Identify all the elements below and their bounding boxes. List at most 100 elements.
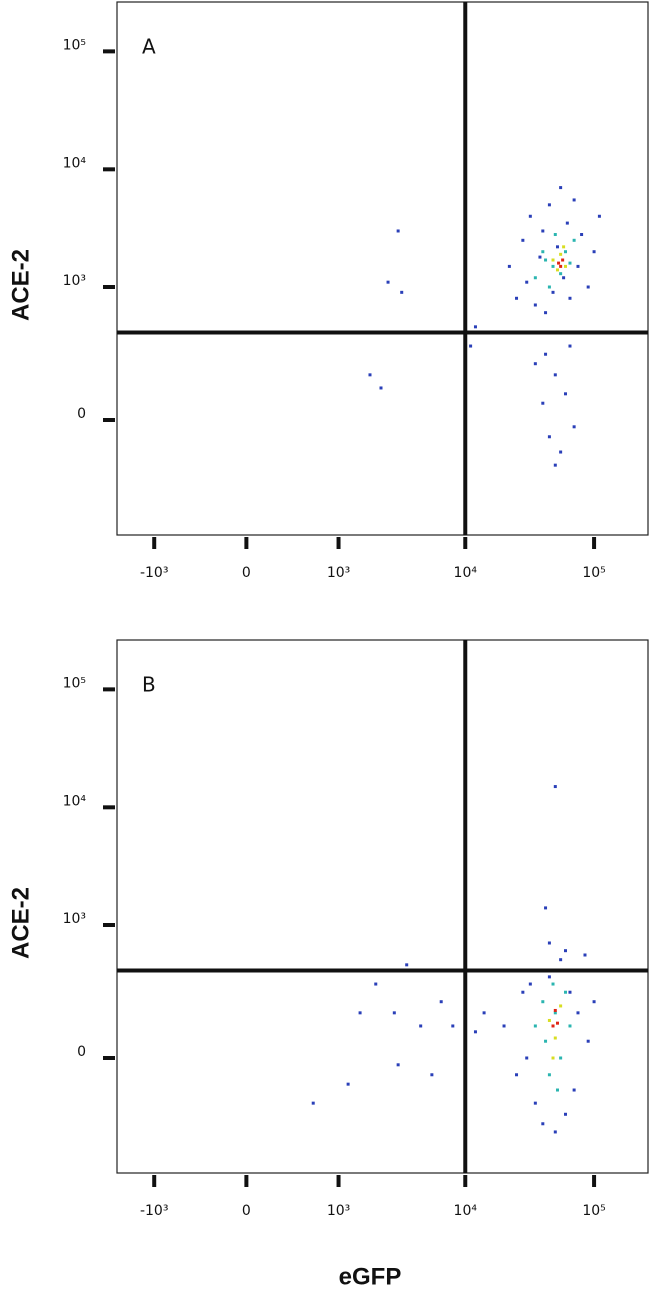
event-point [553, 1011, 557, 1015]
y-tick-label: 10³ [63, 911, 86, 927]
panel-label: A [142, 35, 156, 59]
event-point [502, 1024, 506, 1028]
event-point [559, 1056, 563, 1060]
event-point [553, 463, 557, 467]
event-point [559, 264, 563, 268]
event-point [559, 252, 563, 256]
plot-frame [116, 1, 649, 536]
event-point [469, 344, 473, 348]
event-point [555, 1021, 559, 1025]
event-point [561, 258, 565, 262]
event-point [541, 1122, 545, 1126]
event-point [568, 1024, 572, 1028]
event-point [544, 906, 548, 910]
y-tick-label: 10⁴ [63, 793, 87, 809]
event-point [544, 352, 548, 356]
event-point [555, 245, 559, 249]
event-point [559, 450, 563, 454]
event-point [541, 401, 545, 405]
x-tick-label: -10³ [140, 565, 168, 581]
event-point [525, 1056, 529, 1060]
event-point [551, 982, 555, 986]
event-point [580, 233, 584, 237]
event-point [439, 1000, 443, 1004]
event-point [551, 258, 555, 262]
event-point [533, 276, 537, 280]
event-point [562, 245, 566, 249]
x-tick-label: -10³ [140, 1203, 168, 1219]
event-point [551, 1056, 555, 1060]
event-point [473, 325, 477, 329]
event-point [553, 233, 557, 237]
event-point [576, 1011, 580, 1015]
event-point [572, 1088, 576, 1092]
event-point [564, 949, 568, 953]
event-point [559, 1004, 563, 1008]
event-point [368, 373, 372, 377]
x-tick-label: 10³ [327, 565, 350, 581]
y-tick-label: 10³ [63, 273, 86, 289]
event-point [559, 186, 563, 190]
event-point [565, 221, 569, 225]
event-point [551, 264, 555, 268]
event-point [528, 982, 532, 986]
event-point [547, 941, 551, 945]
event-point [544, 311, 548, 315]
event-point [473, 1030, 477, 1034]
x-tick-label: 10⁵ [582, 565, 605, 581]
event-point [346, 1082, 350, 1086]
x-tick-label: 0 [242, 565, 251, 581]
event-point [564, 392, 568, 396]
event-point [557, 261, 561, 265]
event-point [559, 958, 563, 962]
event-point [568, 261, 572, 265]
x-tick-label: 10³ [327, 1203, 350, 1219]
y-tick-label: 10⁵ [63, 37, 86, 53]
event-point [559, 272, 563, 276]
event-point [547, 975, 551, 979]
event-point [515, 1073, 519, 1077]
event-point [430, 1073, 434, 1077]
event-point [533, 303, 537, 307]
event-point [564, 990, 568, 994]
event-point [592, 1000, 596, 1004]
event-point [451, 1024, 455, 1028]
event-point [544, 1039, 548, 1043]
event-point [555, 1088, 559, 1092]
event-point [547, 435, 551, 439]
event-point [521, 238, 525, 242]
event-point [392, 1011, 396, 1015]
event-point [586, 1039, 590, 1043]
event-point [379, 386, 383, 390]
event-point [572, 198, 576, 202]
event-point [405, 963, 409, 967]
event-point [555, 268, 559, 272]
event-point [568, 296, 572, 300]
x-tick-label: 0 [242, 1203, 251, 1219]
event-point [568, 344, 572, 348]
event-point [419, 1024, 423, 1028]
event-point [547, 1073, 551, 1077]
event-point [358, 1011, 362, 1015]
y-tick-label: 10⁴ [63, 155, 87, 171]
event-point [533, 1024, 537, 1028]
event-point [562, 276, 566, 280]
event-point [572, 425, 576, 429]
y-axis-title: ACE-2 [7, 887, 34, 959]
event-point [586, 285, 590, 289]
event-point [541, 250, 545, 254]
event-point [374, 982, 378, 986]
event-point [521, 990, 525, 994]
event-point [544, 258, 548, 262]
event-point [592, 250, 596, 254]
panel-label: B [142, 673, 156, 697]
event-point [311, 1101, 315, 1105]
x-axis-title: eGFP [339, 1263, 402, 1290]
event-point [386, 280, 390, 284]
event-point [551, 290, 555, 294]
event-point [568, 990, 572, 994]
event-point [515, 296, 519, 300]
x-tick-label: 10⁴ [454, 565, 478, 581]
event-point [400, 290, 404, 294]
event-point [572, 238, 576, 242]
